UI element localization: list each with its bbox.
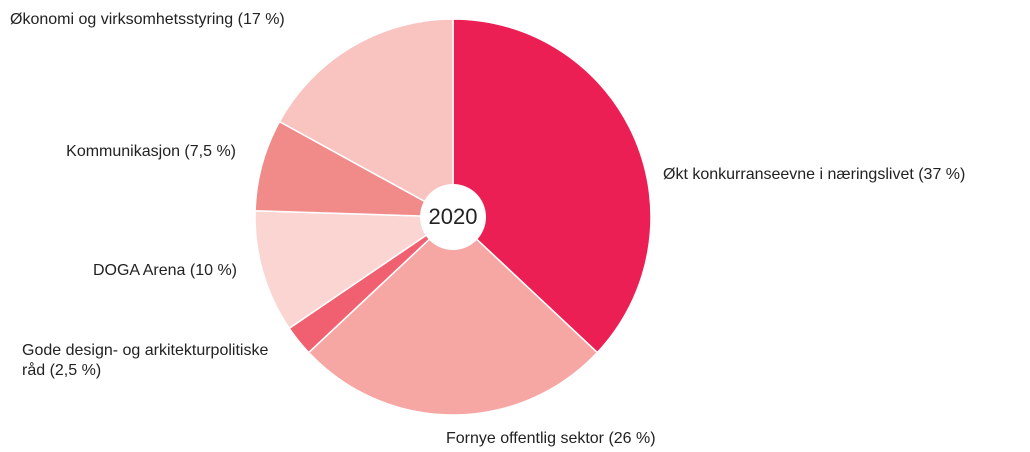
center-label: 2020 [429, 204, 478, 229]
slice-label: Økonomi og virksomhetsstyring (17 %) [10, 11, 285, 28]
slice-label: Økt konkurranseevne i næringslivet (37 %… [663, 166, 966, 183]
slice-label: Kommunikasjon (7,5 %) [66, 143, 236, 160]
slice-label: Gode design- og arkitekturpolitiske råd … [22, 342, 269, 379]
slice-label: Fornye offentlig sektor (26 %) [446, 430, 656, 447]
pie-slice [278, 18, 454, 219]
pie-slice [452, 18, 652, 354]
pie-slice [307, 215, 599, 416]
pie-slice [254, 210, 456, 330]
slice-label: DOGA Arena (10 %) [92, 262, 237, 279]
center-hole [420, 184, 486, 250]
